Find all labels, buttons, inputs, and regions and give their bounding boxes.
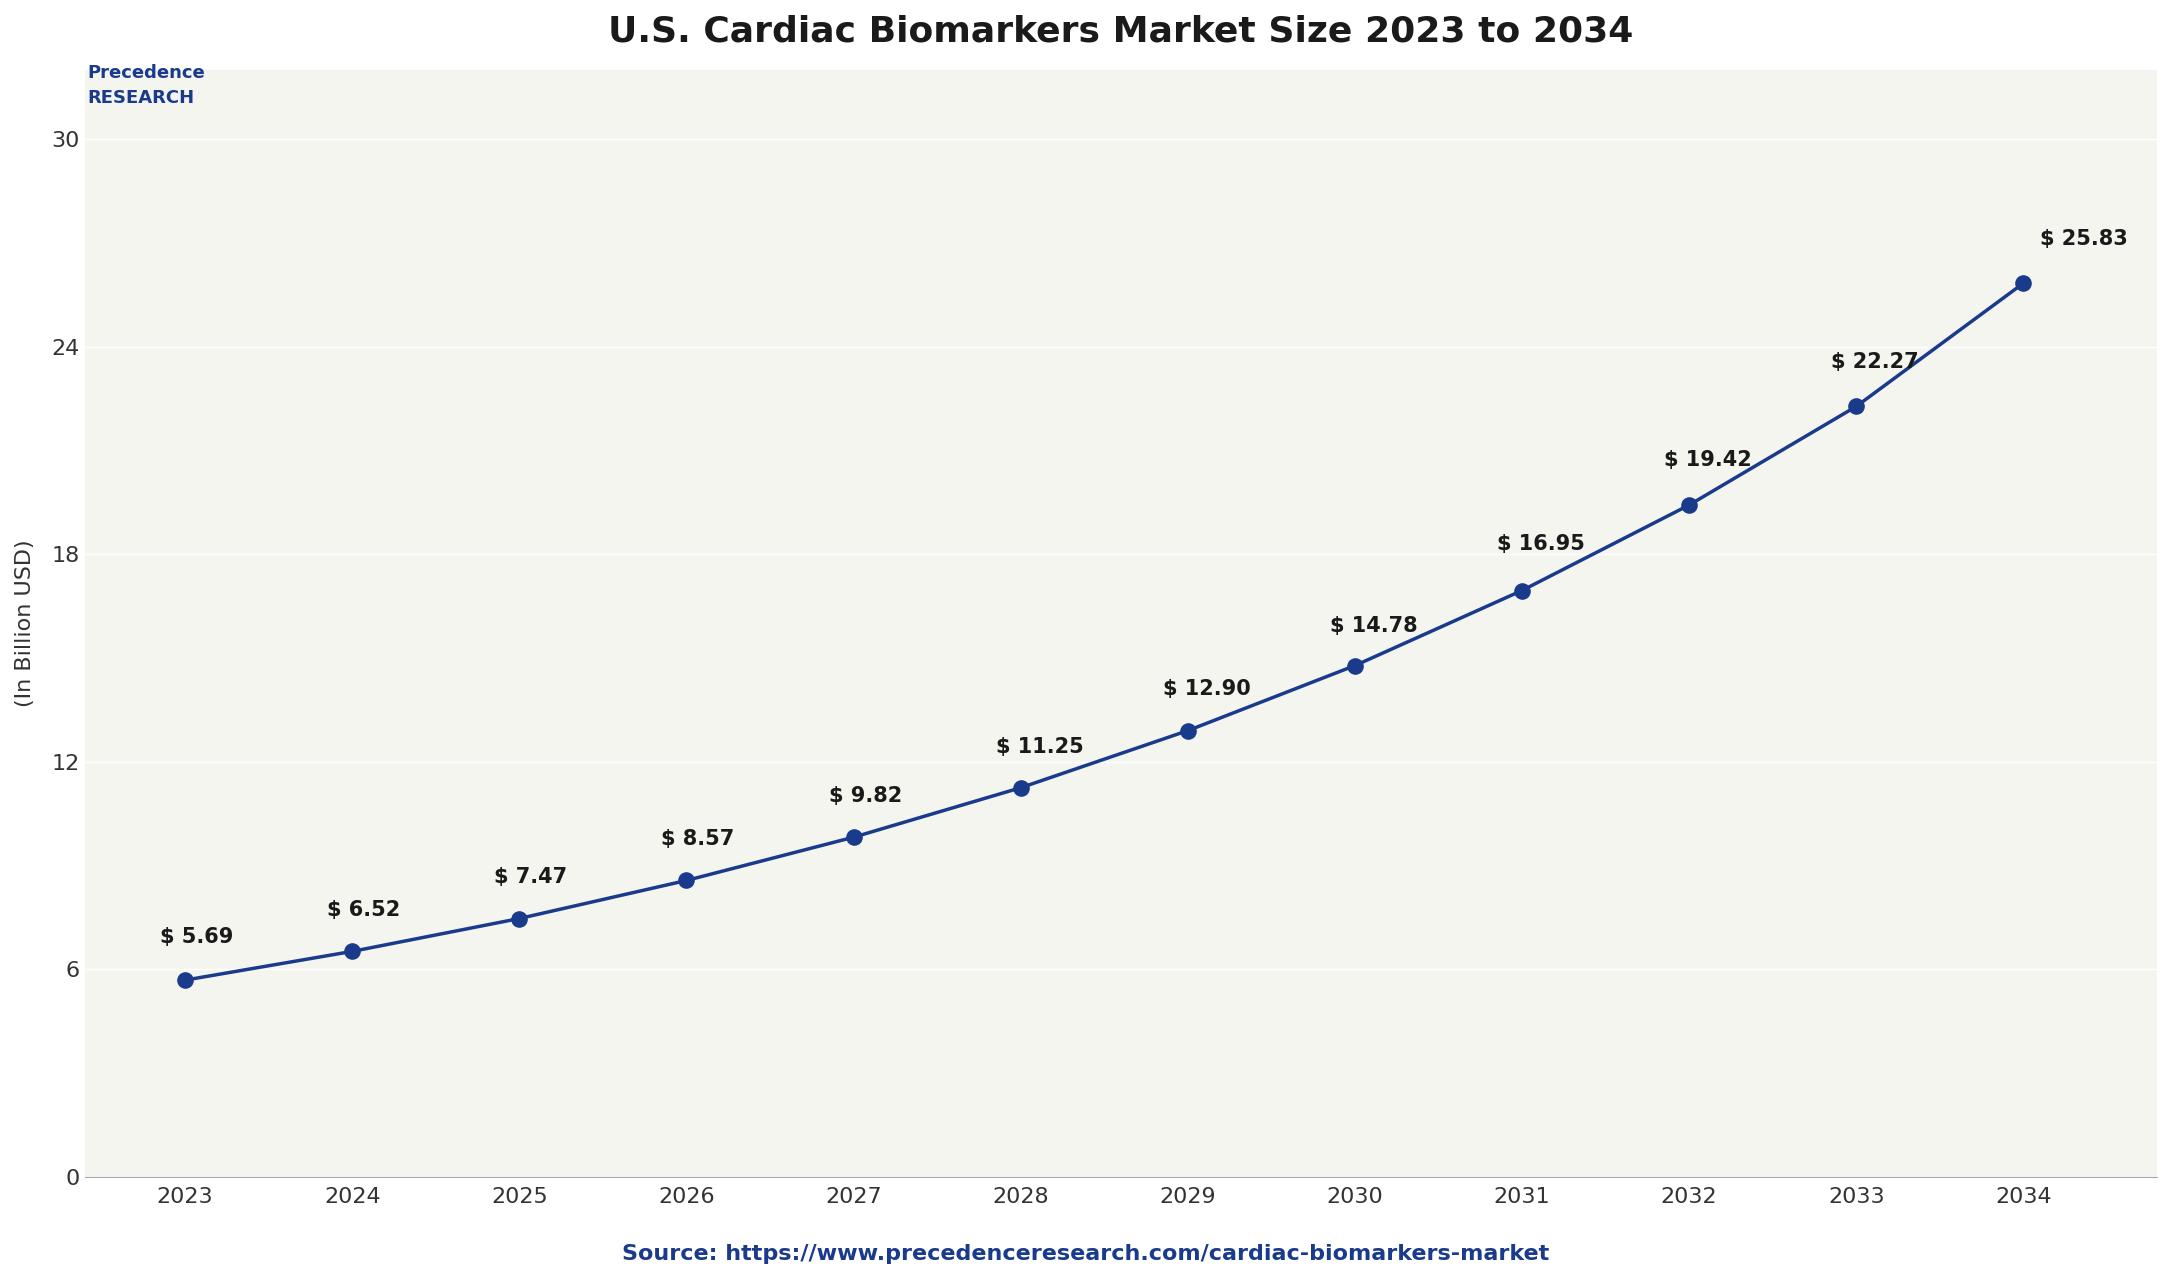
Point bbox=[1338, 656, 1373, 676]
Text: $ 8.57: $ 8.57 bbox=[662, 829, 734, 849]
Y-axis label: (In Billion USD): (In Billion USD) bbox=[15, 540, 35, 707]
Title: U.S. Cardiac Biomarkers Market Size 2023 to 2034: U.S. Cardiac Biomarkers Market Size 2023… bbox=[608, 15, 1633, 49]
Text: $ 16.95: $ 16.95 bbox=[1497, 534, 1586, 554]
Text: Source: https://www.precedenceresearch.com/cardiac-biomarkers-market: Source: https://www.precedenceresearch.c… bbox=[623, 1245, 1549, 1264]
Text: $ 5.69: $ 5.69 bbox=[161, 927, 232, 948]
Point bbox=[1171, 720, 1205, 741]
Point bbox=[1672, 495, 1707, 516]
Point bbox=[167, 970, 202, 990]
Text: $ 6.52: $ 6.52 bbox=[328, 900, 400, 921]
Text: $ 22.27: $ 22.27 bbox=[1831, 352, 1918, 372]
Point bbox=[1840, 396, 1874, 417]
Point bbox=[2007, 273, 2042, 293]
Text: $ 19.42: $ 19.42 bbox=[1664, 450, 1753, 471]
Text: $ 7.47: $ 7.47 bbox=[495, 867, 567, 887]
Point bbox=[1003, 778, 1038, 799]
Text: $ 25.83: $ 25.83 bbox=[2040, 229, 2129, 248]
Text: $ 14.78: $ 14.78 bbox=[1329, 616, 1418, 637]
Text: $ 9.82: $ 9.82 bbox=[828, 786, 901, 806]
Text: $ 12.90: $ 12.90 bbox=[1162, 679, 1251, 700]
Point bbox=[502, 908, 536, 928]
Point bbox=[1505, 580, 1540, 601]
Point bbox=[334, 941, 369, 962]
Text: Precedence
RESEARCH: Precedence RESEARCH bbox=[87, 64, 204, 107]
Text: $ 11.25: $ 11.25 bbox=[995, 737, 1084, 756]
Point bbox=[836, 827, 871, 847]
Point bbox=[669, 871, 704, 891]
